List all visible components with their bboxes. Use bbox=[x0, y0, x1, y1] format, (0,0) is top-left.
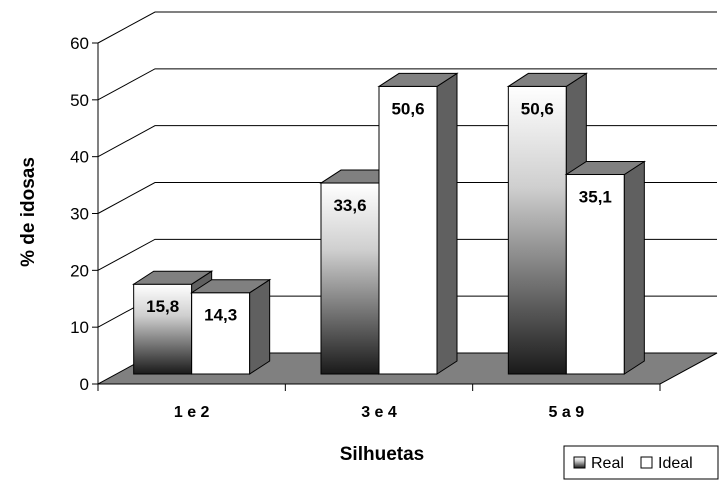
bar bbox=[564, 160, 647, 375]
bar-side bbox=[249, 278, 271, 375]
legend-swatch-ideal bbox=[640, 456, 653, 469]
data-label: 14,3 bbox=[204, 306, 237, 325]
y-tick-label: 20 bbox=[70, 261, 89, 280]
bars bbox=[131, 72, 647, 375]
bar-top bbox=[506, 72, 589, 87]
x-tick-label: 1 e 2 bbox=[174, 404, 210, 421]
data-label: 35,1 bbox=[579, 188, 612, 207]
bar-front bbox=[320, 182, 380, 375]
y-tick-label: 40 bbox=[70, 148, 89, 167]
x-tick-label: 3 e 4 bbox=[361, 404, 397, 421]
y-tick-label: 60 bbox=[70, 34, 89, 53]
bar-top bbox=[189, 279, 272, 294]
bar-front bbox=[378, 85, 438, 375]
data-label: 50,6 bbox=[391, 99, 424, 118]
y-tick-label: 30 bbox=[70, 205, 89, 224]
bar-top bbox=[564, 161, 647, 176]
y-tick-label: 0 bbox=[80, 375, 89, 394]
data-labels: 15,8 14,3 33,6 50,6 50,6 35,1 bbox=[146, 99, 612, 324]
data-label: 33,6 bbox=[333, 196, 366, 215]
bar-front bbox=[507, 85, 567, 375]
y-axis-title: % de idosas bbox=[18, 157, 39, 267]
bar-side bbox=[623, 160, 645, 375]
bar bbox=[189, 278, 272, 375]
bar-side bbox=[436, 72, 458, 375]
gridline bbox=[97, 11, 717, 44]
data-label: 50,6 bbox=[521, 99, 554, 118]
bar bbox=[131, 270, 214, 375]
y-tick-label: 50 bbox=[70, 91, 89, 110]
legend-label-real: Real bbox=[591, 455, 624, 472]
legend: Real Ideal bbox=[563, 445, 719, 480]
bar bbox=[377, 72, 459, 375]
x-tick-label: 5 a 9 bbox=[549, 404, 585, 421]
bar-top bbox=[377, 72, 459, 87]
bar-front bbox=[565, 174, 625, 375]
gridline bbox=[97, 68, 717, 101]
legend-swatch-real bbox=[573, 456, 586, 469]
data-label: 15,8 bbox=[146, 297, 179, 316]
axes: 0 10 20 30 40 50 60 1 e 2 3 e 4 5 a 9 bbox=[70, 34, 661, 421]
y-tick-label: 10 bbox=[70, 318, 89, 337]
bar-top bbox=[131, 270, 214, 285]
x-axis-title: Silhuetas bbox=[340, 444, 424, 465]
legend-label-ideal: Ideal bbox=[658, 455, 693, 472]
